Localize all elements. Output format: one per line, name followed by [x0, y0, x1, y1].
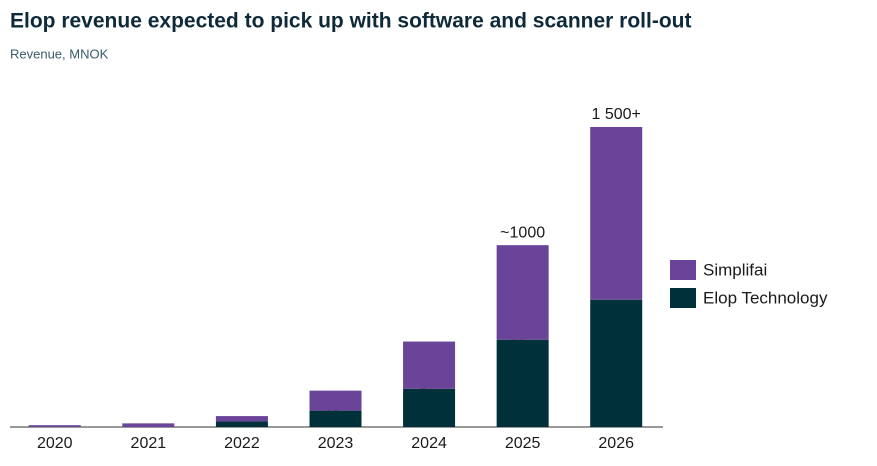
- bar-segment: [496, 339, 549, 427]
- bar-segment: [403, 388, 456, 427]
- total-label: ~1000: [500, 224, 545, 241]
- legend-label: Simplifai: [703, 260, 767, 279]
- bar-segment: [403, 341, 456, 389]
- bar-segment: [122, 423, 175, 427]
- x-tick-label: 2026: [598, 435, 634, 452]
- legend-swatch: [670, 288, 696, 308]
- x-tick-label: 2023: [318, 435, 354, 452]
- total-label: 1 500+: [592, 106, 641, 123]
- x-tick-label: 2024: [411, 435, 447, 452]
- bar-segment: [28, 425, 81, 427]
- legend-swatch: [670, 260, 696, 280]
- x-tick-label: 2025: [505, 435, 541, 452]
- chart-subtitle: Revenue, MNOK: [10, 46, 109, 61]
- bar-segment: [309, 390, 362, 411]
- legend-label: Elop Technology: [703, 288, 828, 307]
- x-tick-label: 2020: [37, 435, 73, 452]
- chart-title: Elop revenue expected to pick up with so…: [10, 10, 691, 33]
- bar-segment: [309, 410, 362, 427]
- bar-segment: [215, 421, 268, 427]
- bar-segment: [215, 416, 268, 422]
- bar-segment: [590, 127, 643, 300]
- x-tick-label: 2021: [131, 435, 167, 452]
- bar-segment: [496, 245, 549, 340]
- x-tick-label: 2022: [224, 435, 260, 452]
- bar-segment: [590, 299, 643, 427]
